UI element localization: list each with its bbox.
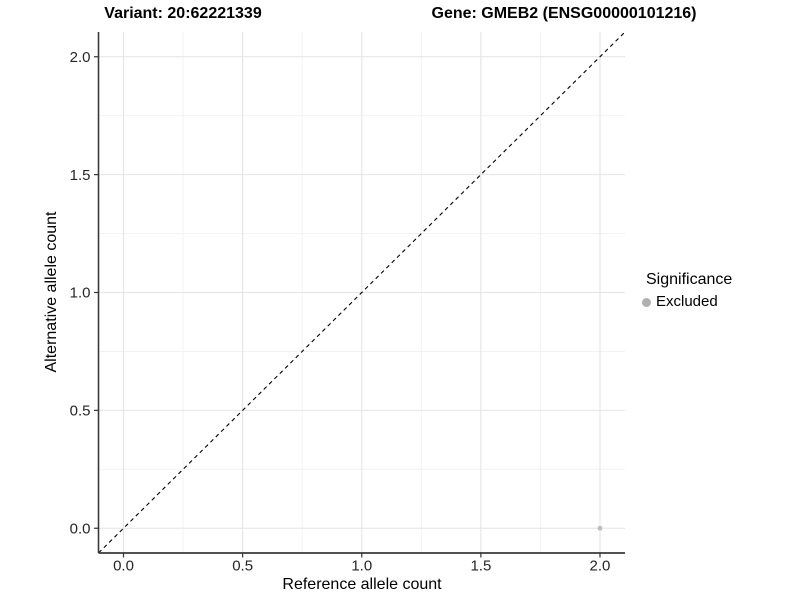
legend-item-label: Excluded [656,293,718,310]
y-axis-title: Alternative allele count [43,211,60,373]
y-tick-label: 1.5 [70,167,91,184]
y-tick-label: 1.0 [70,285,91,302]
x-tick-label: 1.0 [351,558,372,575]
x-tick-label: 2.0 [590,558,611,575]
x-tick-label: 1.5 [470,558,491,575]
legend-item-excluded: Excluded [642,294,732,310]
identity-line [98,31,626,554]
x-tick-label: 0.5 [232,558,253,575]
x-axis-title: Reference allele count [282,576,442,593]
y-tick-label: 0.0 [70,520,91,537]
legend-key-dot [642,297,651,307]
legend: Significance Excluded [642,271,732,310]
y-tick-label: 0.5 [70,403,91,420]
variant-title: Variant: 20:62221339 [104,5,262,22]
data-point [597,525,603,531]
legend-title: Significance [646,271,733,288]
x-tick-label: 0.0 [113,558,134,575]
y-tick-label: 2.0 [70,49,91,66]
gene-title: Gene: GMEB2 (ENSG00000101216) [431,5,697,22]
